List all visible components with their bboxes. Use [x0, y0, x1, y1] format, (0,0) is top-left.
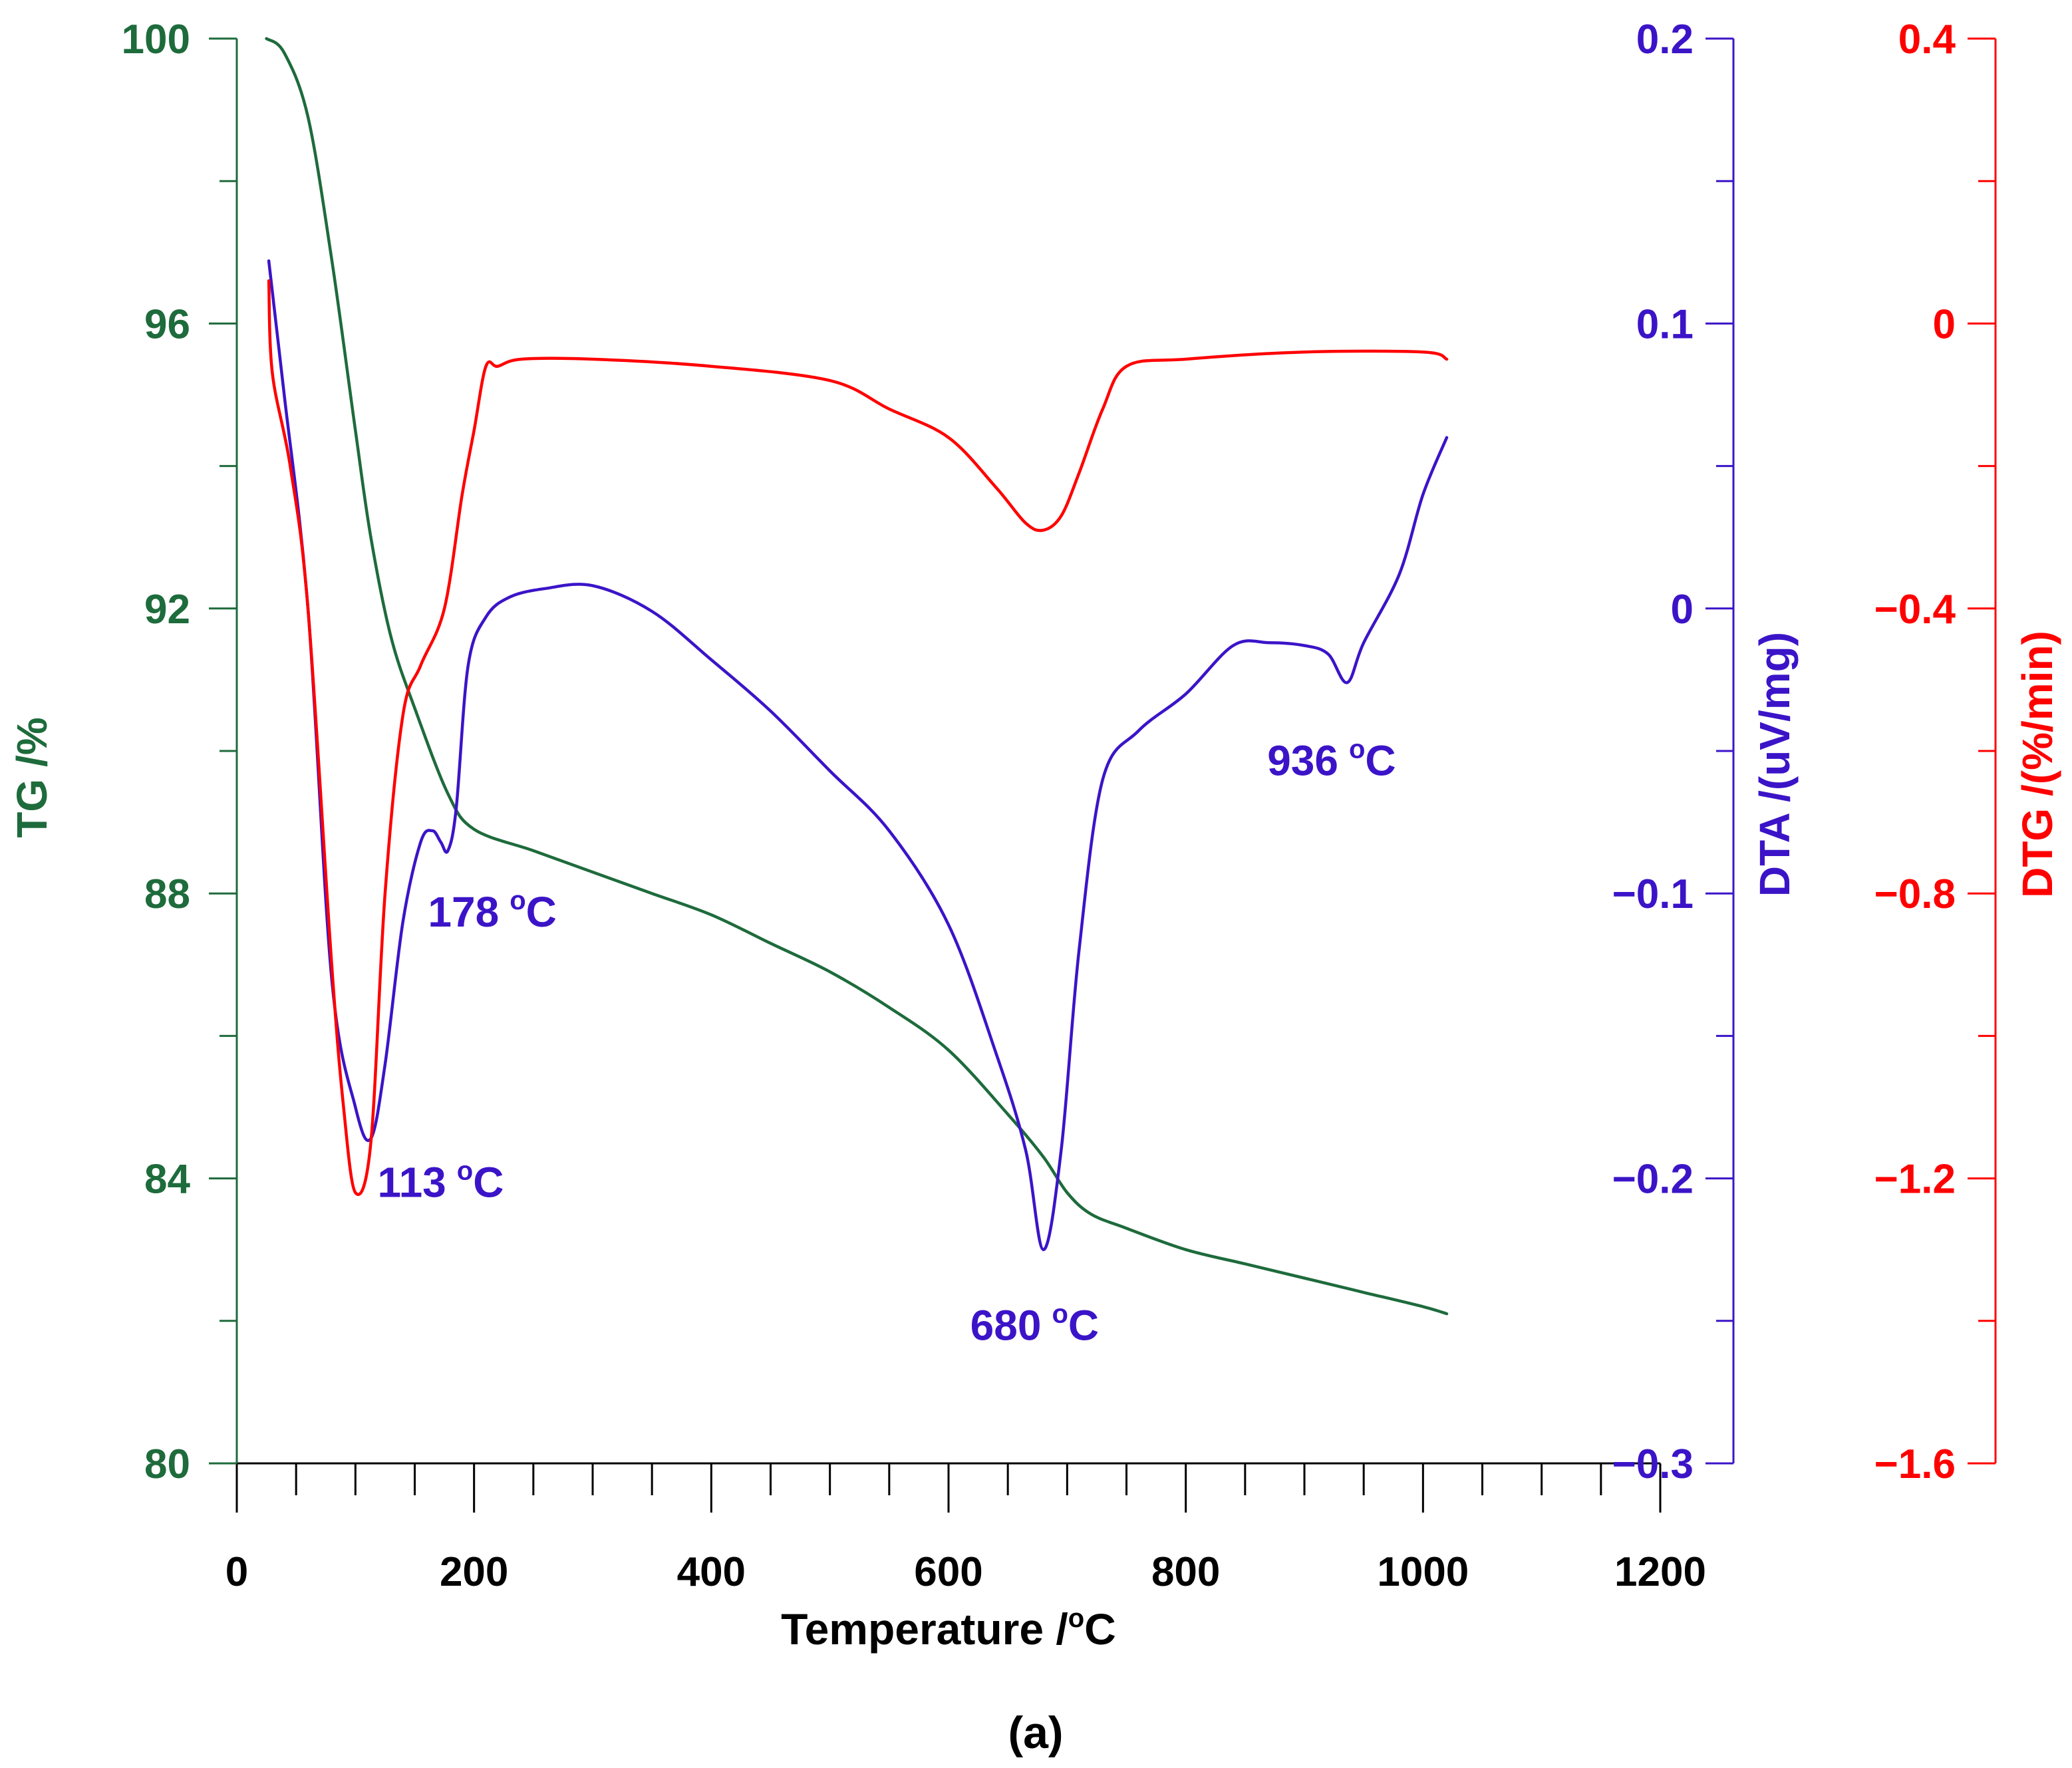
x-tick-label: 600	[914, 1549, 982, 1595]
dtg-tick-label: −0.8	[1874, 871, 1956, 917]
peak-label-value: 178	[428, 888, 499, 936]
x-axis-title: Temperature /oC	[781, 1604, 1116, 1654]
tg-tick-label: 84	[144, 1157, 190, 1203]
dtg-tick-label: 0.4	[1898, 17, 1956, 63]
x-tick-label: 0	[225, 1549, 248, 1595]
peak-label-unit: C	[526, 888, 557, 936]
dta-tick-label: 0	[1671, 587, 1694, 633]
dta-tick-label: −0.3	[1612, 1441, 1694, 1487]
peak-label: 936 oC	[1267, 735, 1396, 785]
peak-label-unit: C	[1068, 1301, 1099, 1349]
tg-tick-label: 100	[122, 17, 190, 63]
peak-label-value: 680	[970, 1301, 1042, 1349]
tg-tick-label: 96	[144, 301, 190, 347]
dta-tick-label: −0.1	[1612, 871, 1694, 917]
curves-group	[265, 37, 1449, 1316]
x-tick-label: 800	[1151, 1549, 1220, 1595]
peak-label-value: 936	[1267, 737, 1338, 785]
figure-caption: (a)	[1008, 1707, 1063, 1758]
peak-label: 680 oC	[970, 1299, 1099, 1349]
dtg-tick-label: −1.2	[1874, 1157, 1956, 1203]
dtg-axis-title: DTG /(%/min)	[2013, 631, 2061, 898]
tg-axis-title: TG /%	[8, 717, 56, 837]
dtg-tick-label: −0.4	[1874, 587, 1956, 633]
x-tick-label: 1200	[1614, 1549, 1706, 1595]
tg-tick-label: 88	[144, 871, 190, 917]
x-axis-title-text: Temperature /	[781, 1604, 1068, 1654]
peak-label: 178 oC	[428, 886, 556, 936]
x-tick-label: 200	[440, 1549, 508, 1595]
x-tick-label: 400	[677, 1549, 746, 1595]
dta-tick-label: 0.2	[1636, 17, 1694, 63]
peak-label-unit: C	[1365, 737, 1396, 785]
peak-label-degree: o	[1052, 1299, 1068, 1328]
peak-label-degree: o	[457, 1157, 473, 1186]
peak-label-value: 113	[378, 1159, 446, 1207]
x-tick-label: 1000	[1377, 1549, 1469, 1595]
dta-axis-title: DTA /(uV/mg)	[1751, 632, 1799, 897]
dta-tick-label: −0.2	[1612, 1157, 1694, 1203]
tg-tick-label: 92	[144, 587, 190, 633]
dtg-tick-label: −1.6	[1874, 1441, 1956, 1487]
dtg-curve	[267, 279, 1449, 1197]
peak-label-degree: o	[510, 886, 525, 915]
x-axis-title-degree: o	[1068, 1604, 1084, 1633]
x-axis-title-unit: C	[1084, 1604, 1116, 1654]
tg-curve	[265, 37, 1449, 1316]
peak-label-degree: o	[1349, 735, 1365, 764]
peak-label-unit: C	[473, 1159, 504, 1207]
peak-label: 113 oC	[378, 1157, 504, 1207]
dtg-tick-label: 0	[1933, 301, 1956, 347]
tg-tick-label: 80	[144, 1441, 190, 1487]
axes-group	[209, 37, 1997, 1513]
dta-tick-label: 0.1	[1636, 301, 1694, 347]
